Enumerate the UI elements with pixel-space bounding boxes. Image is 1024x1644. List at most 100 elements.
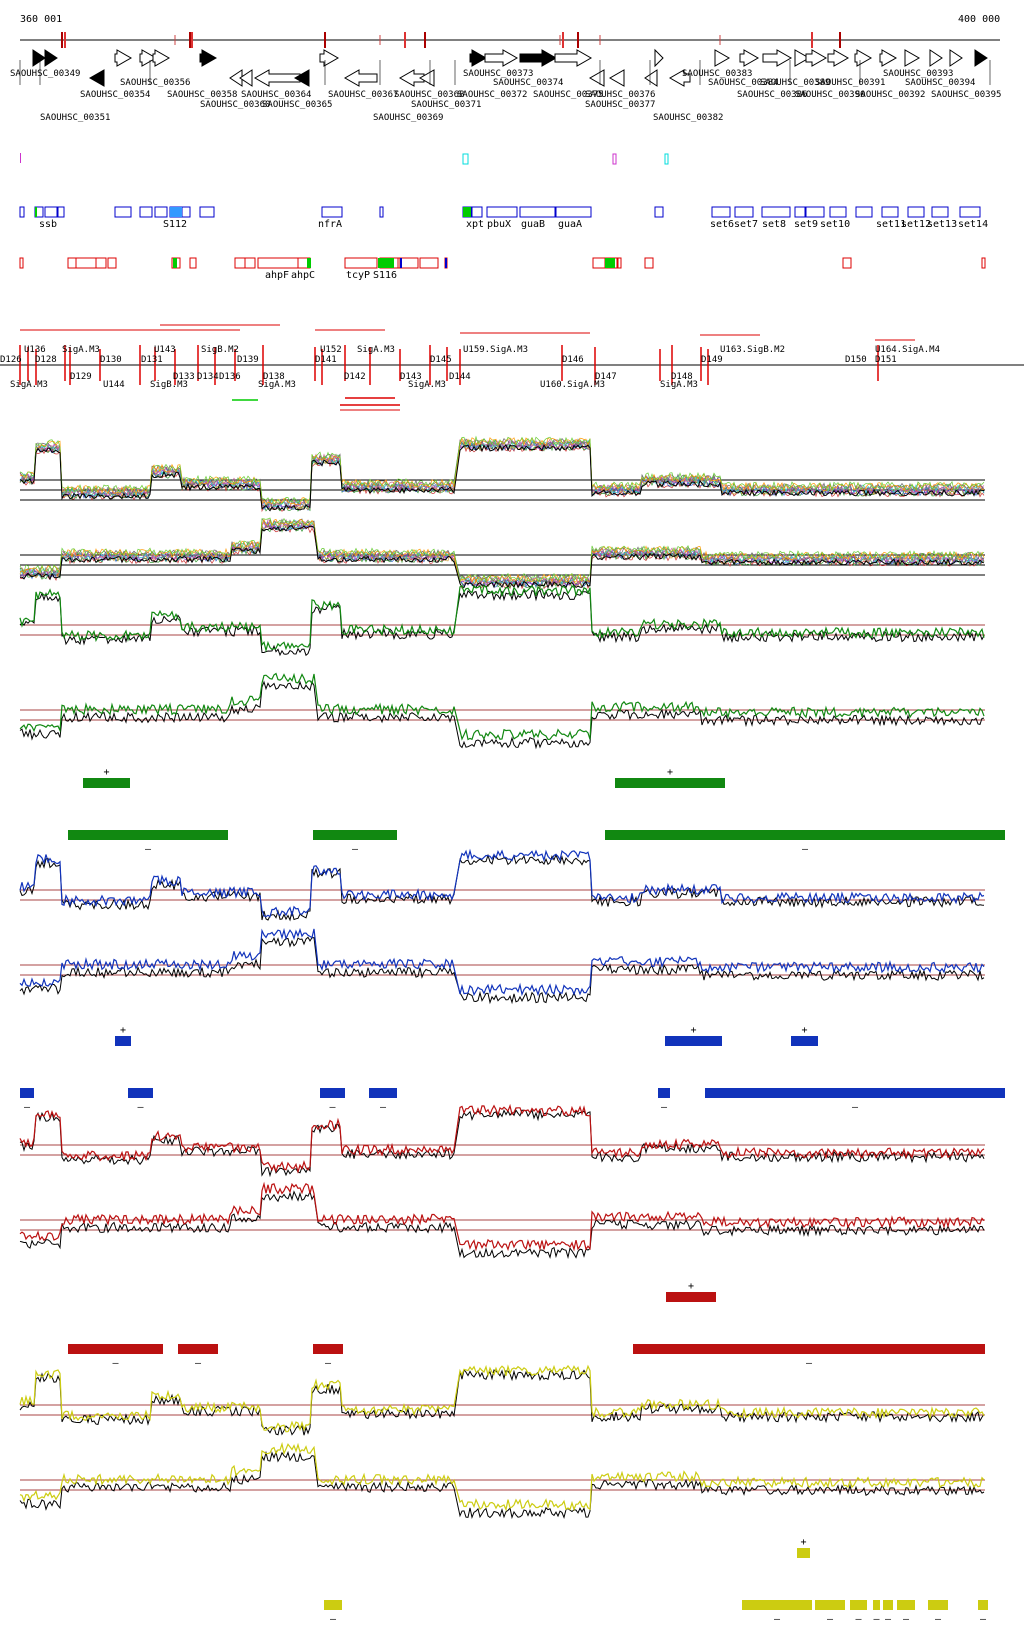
minus-strand-label: –: [138, 1102, 145, 1113]
gene-label: SAOUHSC_00349: [10, 69, 80, 79]
gene-label: SAOUHSC_00360: [200, 100, 270, 110]
blue-feature-box: [44, 206, 58, 218]
minus-strand-label: –: [852, 1102, 859, 1113]
sigma-label: SigA.M3: [660, 380, 698, 390]
profile-line-red: [19, 1181, 985, 1252]
minus-strand-label: –: [802, 844, 809, 855]
gene-arrow: [588, 69, 605, 87]
profile-line-blue: [19, 848, 985, 918]
gene-arrow: [554, 49, 593, 67]
downstream-label: D151: [875, 355, 897, 365]
red-feature-box: [644, 257, 654, 269]
minus-strand-region: [178, 1344, 218, 1354]
blue-feature-label: pbuX: [487, 219, 511, 230]
minus-strand-region: [20, 1088, 34, 1098]
upstream-label: U136: [24, 345, 46, 355]
blue-feature-box: [471, 206, 483, 218]
sigma-label: U160.SigA.M3: [540, 380, 605, 390]
downstream-label: D141: [315, 355, 337, 365]
bundle-line: [19, 437, 985, 508]
gene-arrow: [854, 49, 873, 67]
minus-strand-region: [369, 1088, 397, 1098]
profile-line-blue: [19, 927, 985, 997]
bundle-line: [19, 517, 985, 583]
plus-strand-label: +: [120, 1025, 126, 1036]
minus-strand-label: –: [352, 844, 359, 855]
gene-arrow: [827, 49, 850, 67]
plus-strand-region: [791, 1036, 818, 1046]
minus-strand-label: –: [827, 1614, 834, 1625]
minus-strand-region: [658, 1088, 670, 1098]
gene-arrow: [974, 49, 988, 67]
gene-arrow: [805, 49, 828, 67]
blue-feature-label: set12: [901, 219, 931, 230]
green-feature-filled: [35, 207, 37, 217]
downstream-label: D144: [449, 372, 471, 382]
red-feature-box: [107, 257, 117, 269]
downstream-label: D150: [845, 355, 867, 365]
red-feature-box: [189, 257, 197, 269]
minus-strand-label: –: [24, 1102, 31, 1113]
annotation-block: [0, 324, 1024, 411]
red-feature-box: [75, 257, 97, 269]
green-feature-filled: [307, 258, 311, 268]
sigma-label: SigA.M3: [408, 380, 446, 390]
feature-mark: [664, 153, 669, 165]
minus-strand-label: –: [935, 1614, 942, 1625]
minus-strand-label: –: [903, 1614, 910, 1625]
gene-label: SAOUHSC_00369: [373, 113, 443, 123]
bundle-line: [19, 443, 985, 512]
blue-feature-label: ssb: [39, 219, 57, 230]
plus-strand-label: +: [667, 767, 673, 778]
upstream-label: SigB.M2: [201, 345, 239, 355]
gene-label: SAOUHSC_00393: [883, 69, 953, 79]
expression-tracks: + +– – –+ + +– – – – – –+– – – –+– – – – – – – – –: [19, 435, 1005, 1625]
green-feature-filled: [173, 258, 177, 268]
blue-feature-box: [554, 206, 592, 218]
red-feature-label: ahpF: [265, 270, 289, 281]
plus-strand-region: [83, 778, 130, 788]
scale-bar: [20, 32, 1000, 48]
gene-label: SAOUHSC_00390: [795, 90, 865, 100]
gene-label: SAOUHSC_00394: [905, 78, 975, 88]
gene-arrow-track: [19, 48, 991, 87]
bundle-line: [20, 525, 985, 590]
gene-arrow: [904, 49, 921, 67]
minus-strand-label: –: [806, 1358, 813, 1369]
gene-label: SAOUHSC_00383: [682, 69, 752, 79]
green-feature-filled: [378, 258, 394, 268]
profile-line-yellow: [19, 1364, 985, 1433]
profile-line-red: [19, 1103, 985, 1174]
gene-label: SAOUHSC_00368: [394, 90, 464, 100]
gene-label: SAOUHSC_00376: [585, 90, 655, 100]
gene-arrow: [929, 49, 943, 67]
gene-label: SAOUHSC_00377: [585, 100, 655, 110]
gene-label: SAOUHSC_00389: [760, 78, 830, 88]
minus-strand-region: [313, 1344, 343, 1354]
red-feature-label: tcyP: [346, 270, 370, 281]
profile-line-reference: [19, 1368, 985, 1436]
minus-strand-label: –: [774, 1614, 781, 1625]
gene-arrow: [44, 49, 58, 67]
annotation-label-layer: U136 SigA.M3 U143 SigB.M2 U152 SigA.M3 U159.Si…: [0, 345, 940, 390]
blue-feature-box: [379, 206, 384, 218]
minus-strand-region: [742, 1600, 812, 1610]
blue-feature-filled: [400, 258, 402, 268]
feature-rows: [19, 153, 986, 269]
red-feature-label: S116: [373, 270, 397, 281]
minus-strand-label: –: [145, 844, 152, 855]
gene-arrow: [88, 69, 105, 87]
gene-arrow: [762, 49, 793, 67]
blue-feature-box: [794, 206, 806, 218]
red-feature-box: [617, 257, 622, 269]
minus-strand-region: [68, 1344, 163, 1354]
sigma-label: SigB.M3: [150, 380, 188, 390]
upstream-label: SigA.M3: [357, 345, 395, 355]
gene-label: SAOUHSC_00356: [120, 78, 190, 88]
plus-strand-label: +: [802, 1025, 808, 1036]
gene-arrow: [739, 49, 760, 67]
downstream-label: D130: [100, 355, 122, 365]
gene-label: SAOUHSC_00391: [815, 78, 885, 88]
downstream-label: D131: [141, 355, 163, 365]
minus-strand-label: –: [661, 1102, 668, 1113]
